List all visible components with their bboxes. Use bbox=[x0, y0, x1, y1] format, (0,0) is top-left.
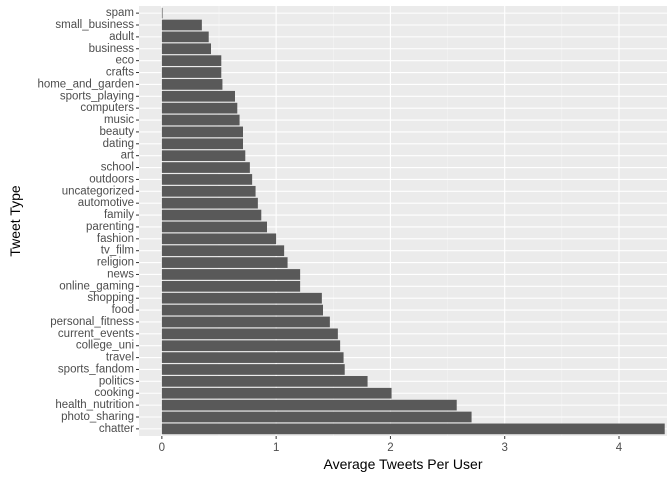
bar-religion bbox=[161, 257, 288, 268]
x-axis: 0 1 2 3 4 bbox=[159, 436, 623, 454]
bar-photo_sharing bbox=[161, 411, 472, 423]
bar-uncategorized bbox=[161, 185, 256, 197]
y-tick-label: art bbox=[121, 150, 135, 162]
x-axis-title: Average Tweets Per User bbox=[323, 456, 482, 472]
bar-sports_fandom bbox=[161, 364, 345, 375]
x-tick-label: 4 bbox=[616, 442, 623, 454]
bar-health_nutrition bbox=[161, 399, 457, 411]
bar-school bbox=[161, 162, 250, 173]
y-tick-label: current_events bbox=[58, 328, 134, 340]
bar-small_business bbox=[161, 19, 202, 31]
bar-business bbox=[161, 43, 211, 55]
major-gridlines bbox=[139, 6, 667, 436]
bar-college_uni bbox=[161, 340, 341, 352]
bar-family bbox=[161, 209, 262, 221]
y-tick-label: fashion bbox=[97, 233, 134, 245]
y-tick-label: crafts bbox=[106, 67, 134, 79]
y-tick-label: sports_fandom bbox=[58, 363, 134, 375]
x-tick-label: 1 bbox=[273, 442, 279, 454]
y-tick-label: online_gaming bbox=[59, 280, 134, 292]
y-tick-label: parenting bbox=[86, 221, 134, 233]
y-tick-label: music bbox=[104, 114, 134, 126]
bar-adult bbox=[161, 31, 209, 43]
bar-food bbox=[161, 304, 323, 316]
x-tick-label: 3 bbox=[502, 442, 508, 454]
y-tick-label: business bbox=[89, 43, 135, 55]
bar-crafts bbox=[161, 67, 222, 78]
y-tick-label: computers bbox=[80, 102, 134, 114]
y-tick-label: eco bbox=[115, 55, 134, 67]
y-tick-label: news bbox=[107, 268, 134, 280]
y-tick-label: beauty bbox=[99, 126, 134, 138]
y-tick-label: politics bbox=[99, 375, 134, 387]
bar-computers bbox=[161, 102, 238, 114]
y-tick-label: uncategorized bbox=[62, 185, 134, 197]
y-tick-label: tv_film bbox=[101, 245, 134, 257]
bar-automotive bbox=[161, 197, 258, 209]
bar-spam bbox=[161, 7, 163, 19]
bar-eco bbox=[161, 55, 222, 66]
y-tick-label: college_uni bbox=[76, 340, 134, 352]
bar-personal_fitness bbox=[161, 316, 330, 328]
bar-current_events bbox=[161, 328, 338, 340]
y-tick-label: family bbox=[104, 209, 134, 221]
bar-fashion bbox=[161, 233, 277, 245]
y-tick-label: school bbox=[101, 162, 134, 174]
y-tick-label: travel bbox=[106, 352, 134, 364]
y-tick-label: home_and_garden bbox=[37, 78, 134, 90]
bar-shopping bbox=[161, 292, 322, 304]
y-tick-label: personal_fitness bbox=[50, 316, 134, 328]
bar-parenting bbox=[161, 221, 267, 233]
y-tick-label: sports_playing bbox=[60, 90, 134, 102]
bar-home_and_garden bbox=[161, 79, 223, 90]
y-tick-label: dating bbox=[103, 138, 134, 150]
bar-online_gaming bbox=[161, 280, 301, 292]
x-tick-label: 2 bbox=[387, 442, 393, 454]
y-tick-label: shopping bbox=[87, 292, 134, 304]
y-tick-label: photo_sharing bbox=[61, 411, 134, 423]
bar-sports_playing bbox=[161, 90, 235, 102]
bar-beauty bbox=[161, 126, 243, 138]
y-tick-label: cooking bbox=[94, 387, 134, 399]
y-tick-label: religion bbox=[97, 257, 134, 269]
bar-news bbox=[161, 269, 301, 280]
bar-outdoors bbox=[161, 174, 253, 185]
y-tick-label: spam bbox=[106, 7, 134, 19]
y-tick-label: health_nutrition bbox=[55, 399, 134, 411]
y-tick-label: adult bbox=[109, 31, 135, 43]
bar-art bbox=[161, 150, 246, 162]
bars bbox=[161, 7, 665, 435]
y-tick-label: small_business bbox=[55, 19, 134, 31]
y-tick-label: outdoors bbox=[89, 173, 134, 185]
bar-cooking bbox=[161, 387, 392, 399]
bar-music bbox=[161, 114, 240, 126]
bar-travel bbox=[161, 352, 344, 363]
y-tick-label: automotive bbox=[78, 197, 134, 209]
y-axis: spamsmall_businessadultbusinessecocrafts… bbox=[37, 7, 139, 435]
y-tick-label: chatter bbox=[99, 423, 134, 435]
y-tick-label: food bbox=[112, 304, 134, 316]
bar-tv_film bbox=[161, 245, 285, 257]
bar-politics bbox=[161, 376, 368, 387]
bar-dating bbox=[161, 138, 243, 150]
y-axis-title: Tweet Type bbox=[7, 185, 23, 257]
x-tick-label: 0 bbox=[159, 442, 165, 454]
bar-chatter bbox=[161, 423, 665, 435]
